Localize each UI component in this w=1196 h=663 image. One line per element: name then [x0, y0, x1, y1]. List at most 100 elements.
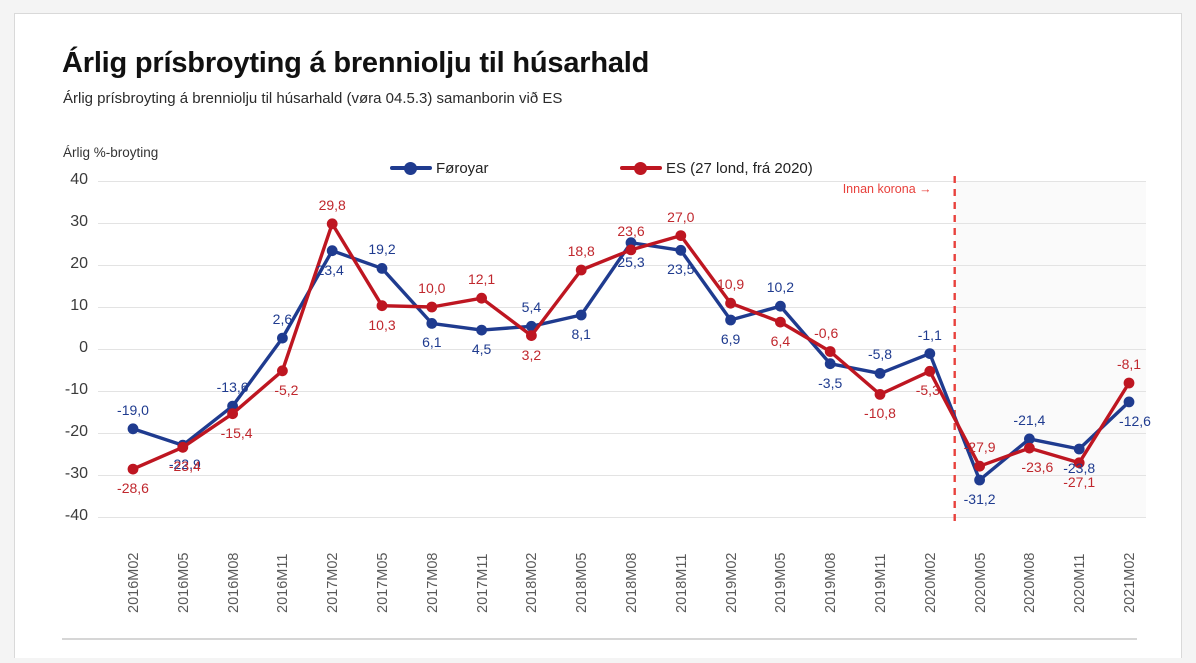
data-label-es: 18,8	[567, 243, 595, 260]
bottom-divider	[62, 638, 1137, 640]
data-label-es: -27,1	[1063, 473, 1096, 490]
gridline	[98, 223, 1146, 224]
y-axis-tick-label: -10	[64, 381, 88, 398]
data-label-foroyar: -19,0	[117, 401, 149, 418]
chart-card: Árlig prísbroyting á brenniolju til húsa…	[14, 13, 1182, 658]
data-point-marker[interactable]	[575, 309, 587, 321]
y-axis-tick-label: 30	[70, 213, 88, 230]
data-label-es: 27,0	[667, 208, 695, 225]
gridline	[98, 349, 1146, 350]
legend-item-foroyar[interactable]: Føroyar	[390, 156, 489, 180]
data-point-marker[interactable]	[526, 320, 537, 332]
data-label-es: 3,2	[521, 346, 542, 363]
data-point-marker[interactable]	[1073, 457, 1085, 469]
gridline	[98, 181, 1146, 182]
data-point-marker[interactable]	[625, 244, 637, 256]
data-label-es: 12,1	[467, 271, 496, 288]
data-point-marker[interactable]	[824, 346, 836, 357]
gridline	[98, 517, 1146, 518]
data-point-marker[interactable]	[874, 389, 886, 400]
legend-label-foroyar: Føroyar	[436, 159, 489, 177]
data-point-marker[interactable]	[227, 400, 239, 412]
data-point-marker[interactable]	[277, 365, 288, 377]
data-point-marker[interactable]	[1123, 396, 1135, 408]
data-point-marker[interactable]	[924, 365, 936, 377]
gridline	[98, 307, 1146, 308]
data-label-es: 23,6	[617, 222, 645, 239]
chart-subtitle: Árlig prísbroyting á brenniolju til húsa…	[63, 90, 563, 107]
legend-marker-line-icon	[620, 161, 662, 175]
data-label-es: 29,8	[318, 196, 346, 213]
data-label-es: -5,3	[915, 382, 940, 399]
data-label-foroyar: 25,3	[617, 253, 645, 270]
data-point-marker[interactable]	[675, 230, 687, 242]
data-label-foroyar: 19,2	[368, 241, 396, 258]
data-point-marker[interactable]	[277, 332, 288, 344]
data-point-marker[interactable]	[376, 300, 388, 312]
data-point-marker[interactable]	[575, 264, 587, 276]
data-label-es: -23,6	[1021, 459, 1054, 476]
data-label-es: -27,9	[963, 439, 996, 456]
data-point-marker[interactable]	[227, 408, 239, 420]
data-point-marker[interactable]	[177, 441, 189, 453]
data-label-es: -23,4	[168, 458, 201, 475]
data-label-foroyar: 5,4	[521, 299, 542, 316]
data-label-foroyar: 6,9	[720, 331, 741, 348]
data-point-marker[interactable]	[974, 474, 985, 486]
y-axis-tick-label: 40	[70, 171, 88, 188]
data-label-es: 6,4	[770, 333, 791, 350]
gridline	[98, 391, 1146, 392]
data-point-marker[interactable]	[824, 358, 836, 370]
data-point-marker[interactable]	[675, 244, 687, 256]
y-axis-tick-label: -20	[64, 423, 88, 440]
data-point-marker[interactable]	[924, 348, 936, 359]
corona-annotation-label: Innan korona →	[842, 182, 932, 196]
series-lines	[127, 176, 1135, 523]
data-label-foroyar: -23,8	[1063, 459, 1096, 476]
data-point-marker[interactable]	[974, 460, 985, 472]
data-point-marker[interactable]	[775, 316, 786, 328]
data-label-es: -8,1	[1116, 356, 1142, 373]
data-point-marker[interactable]	[1073, 443, 1085, 455]
data-point-marker[interactable]	[326, 218, 338, 230]
data-point-marker[interactable]	[1024, 433, 1035, 445]
data-label-es: -15,4	[220, 424, 253, 441]
data-label-foroyar: -1,1	[917, 326, 942, 343]
data-label-foroyar: 4,5	[471, 341, 492, 358]
data-label-es: -10,8	[864, 405, 896, 422]
gridline	[98, 475, 1146, 476]
data-point-marker[interactable]	[526, 330, 537, 341]
data-point-marker[interactable]	[725, 297, 736, 309]
data-point-marker[interactable]	[476, 292, 487, 304]
data-point-marker[interactable]	[725, 314, 736, 326]
data-point-marker[interactable]	[1024, 442, 1035, 454]
data-label-foroyar: 10,2	[766, 279, 795, 296]
y-axis-title: Árlig %-broyting	[63, 145, 159, 160]
y-axis-tick-label: 10	[70, 297, 88, 314]
data-point-marker[interactable]	[127, 463, 139, 475]
data-point-marker[interactable]	[426, 318, 438, 329]
data-label-foroyar: 6,1	[422, 334, 442, 351]
gridline	[98, 265, 1146, 266]
data-point-marker[interactable]	[1123, 377, 1135, 389]
data-point-marker[interactable]	[874, 368, 886, 379]
data-label-foroyar: 8,1	[571, 325, 591, 342]
data-label-es: 10,0	[418, 280, 446, 296]
y-axis-tick-label: -30	[64, 465, 88, 482]
data-point-marker[interactable]	[127, 423, 139, 435]
data-label-es: -0,6	[814, 324, 839, 341]
data-point-marker[interactable]	[775, 300, 786, 312]
plot-area: 40 30 20 10 0 -10 -20 -30 -40 -19,0 -22,9 -13,6 2,6…	[15, 14, 1181, 658]
data-label-foroyar: 2,6	[272, 311, 293, 328]
data-label-es: -28,6	[117, 480, 149, 497]
data-point-marker[interactable]	[376, 263, 388, 274]
data-point-marker[interactable]	[476, 324, 487, 336]
y-axis-tick-label: 0	[79, 339, 88, 356]
data-point-marker[interactable]	[326, 245, 338, 257]
y-axis-tick-label: 20	[70, 255, 88, 272]
legend-item-es[interactable]: ES (27 lond, frá 2020)	[620, 156, 813, 180]
data-label-foroyar: -3,5	[818, 374, 843, 391]
chart-legend: Føroyar ES (27 lond, frá 2020)	[390, 156, 950, 180]
data-point-marker[interactable]	[426, 301, 438, 313]
